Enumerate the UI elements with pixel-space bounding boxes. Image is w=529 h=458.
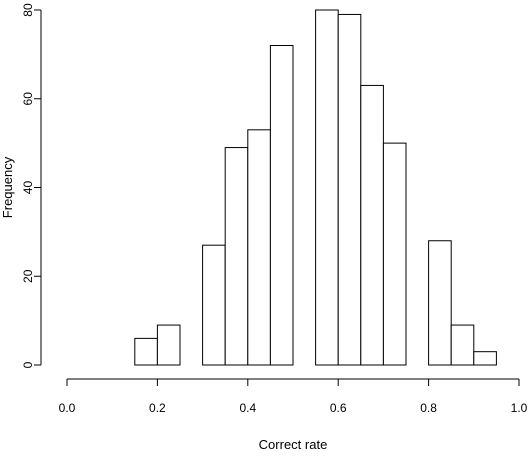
- histogram-bar: [450, 324, 475, 366]
- y-tick-label: 20: [21, 269, 35, 283]
- histogram-bar: [473, 351, 497, 366]
- y-tick-label: 80: [21, 3, 35, 17]
- x-tick-label: 0.2: [149, 401, 166, 415]
- histogram-bar: [202, 244, 226, 366]
- x-tick-label: 0.8: [420, 401, 437, 415]
- y-tick-label: 60: [21, 92, 35, 106]
- y-tick-label: 40: [21, 181, 35, 195]
- histogram-bar: [134, 337, 158, 366]
- histogram-bars: [134, 9, 497, 366]
- histogram-bar: [247, 129, 271, 366]
- histogram-bar: [224, 147, 249, 366]
- histogram-bar: [156, 324, 181, 366]
- x-tick-label: 1.0: [511, 401, 528, 415]
- histogram-bar: [337, 13, 362, 366]
- x-tick-label: 0.0: [59, 401, 76, 415]
- x-tick-label: 0.6: [330, 401, 347, 415]
- x-axis-title: Correct rate: [259, 437, 328, 452]
- y-axis-title: Frequency: [0, 156, 15, 218]
- histogram-bar: [428, 240, 452, 366]
- histogram-bar: [315, 9, 339, 366]
- y-axis: 0 20 40 60 80: [21, 3, 42, 368]
- x-axis: 0.0 0.2 0.4 0.6 0.8 1.0: [59, 378, 528, 415]
- x-tick-label: 0.4: [239, 401, 256, 415]
- histogram-bar: [269, 45, 294, 366]
- histogram-bar: [360, 84, 384, 366]
- histogram-bar: [382, 142, 407, 366]
- y-tick-label: 0: [21, 361, 35, 368]
